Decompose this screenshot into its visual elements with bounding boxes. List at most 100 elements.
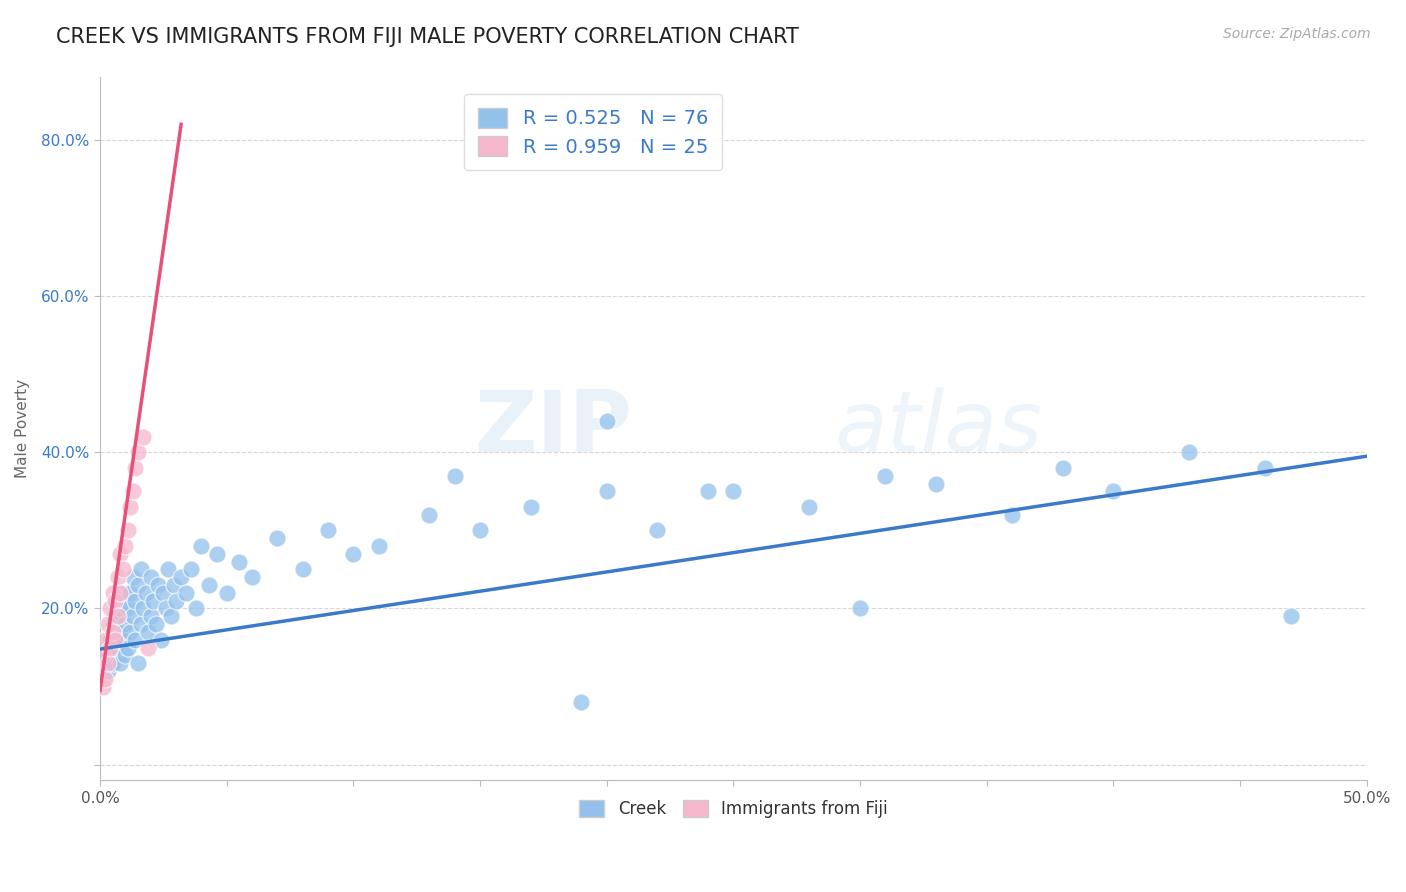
- Point: [165, 593, 187, 607]
- Point: [98, 601, 121, 615]
- Point: [110, 601, 132, 615]
- Point: [1001, 508, 1024, 522]
- Point: [127, 656, 149, 670]
- Point: [157, 562, 180, 576]
- Point: [418, 508, 440, 522]
- Text: Source: ZipAtlas.com: Source: ZipAtlas.com: [1223, 27, 1371, 41]
- Point: [114, 648, 136, 663]
- Text: atlas: atlas: [835, 387, 1043, 470]
- Point: [101, 617, 124, 632]
- Point: [443, 468, 465, 483]
- Point: [101, 586, 124, 600]
- Point: [215, 586, 238, 600]
- Point: [1279, 609, 1302, 624]
- Text: CREEK VS IMMIGRANTS FROM FIJI MALE POVERTY CORRELATION CHART: CREEK VS IMMIGRANTS FROM FIJI MALE POVER…: [56, 27, 799, 46]
- Point: [468, 524, 491, 538]
- Point: [107, 624, 129, 639]
- Point: [190, 539, 212, 553]
- Y-axis label: Male Poverty: Male Poverty: [15, 379, 30, 478]
- Point: [97, 664, 120, 678]
- Point: [120, 586, 142, 600]
- Point: [120, 500, 142, 514]
- Point: [107, 609, 129, 624]
- Point: [122, 484, 145, 499]
- Point: [149, 632, 172, 647]
- Point: [136, 624, 159, 639]
- Point: [114, 617, 136, 632]
- Point: [228, 555, 250, 569]
- Point: [519, 500, 541, 514]
- Point: [170, 570, 193, 584]
- Point: [571, 695, 593, 709]
- Point: [97, 656, 120, 670]
- Point: [132, 430, 155, 444]
- Point: [180, 562, 202, 576]
- Point: [647, 524, 669, 538]
- Point: [925, 476, 948, 491]
- Legend: Creek, Immigrants from Fiji: Creek, Immigrants from Fiji: [572, 793, 894, 825]
- Point: [205, 547, 228, 561]
- Point: [117, 640, 139, 655]
- Point: [240, 570, 263, 584]
- Point: [1178, 445, 1201, 459]
- Point: [186, 601, 208, 615]
- Point: [122, 609, 145, 624]
- Point: [148, 578, 170, 592]
- Point: [136, 640, 159, 655]
- Point: [129, 617, 152, 632]
- Point: [94, 648, 117, 663]
- Point: [120, 624, 142, 639]
- Point: [104, 640, 127, 655]
- Point: [91, 648, 114, 663]
- Point: [316, 524, 339, 538]
- Point: [114, 539, 136, 553]
- Point: [142, 593, 165, 607]
- Point: [111, 562, 134, 576]
- Point: [101, 656, 124, 670]
- Point: [135, 586, 157, 600]
- Point: [104, 593, 127, 607]
- Point: [124, 632, 146, 647]
- Point: [139, 570, 162, 584]
- Point: [596, 484, 619, 499]
- Point: [94, 632, 117, 647]
- Point: [198, 578, 221, 592]
- Point: [110, 586, 132, 600]
- Point: [799, 500, 821, 514]
- Point: [1254, 461, 1277, 475]
- Point: [111, 632, 134, 647]
- Point: [104, 609, 127, 624]
- Point: [849, 601, 872, 615]
- Point: [132, 601, 155, 615]
- Point: [129, 562, 152, 576]
- Point: [110, 547, 132, 561]
- Point: [101, 624, 124, 639]
- Point: [155, 601, 177, 615]
- Point: [266, 531, 288, 545]
- Point: [124, 593, 146, 607]
- Point: [107, 570, 129, 584]
- Point: [367, 539, 389, 553]
- Point: [1102, 484, 1125, 499]
- Point: [162, 578, 184, 592]
- Point: [98, 632, 121, 647]
- Point: [174, 586, 197, 600]
- Point: [127, 578, 149, 592]
- Point: [111, 586, 134, 600]
- Point: [124, 461, 146, 475]
- Point: [342, 547, 364, 561]
- Point: [98, 640, 121, 655]
- Point: [1052, 461, 1074, 475]
- Point: [97, 617, 120, 632]
- Point: [91, 680, 114, 694]
- Point: [152, 586, 174, 600]
- Point: [291, 562, 314, 576]
- Point: [697, 484, 720, 499]
- Point: [139, 609, 162, 624]
- Text: ZIP: ZIP: [474, 387, 633, 470]
- Point: [723, 484, 745, 499]
- Point: [94, 672, 117, 686]
- Point: [127, 445, 149, 459]
- Point: [160, 609, 183, 624]
- Point: [122, 570, 145, 584]
